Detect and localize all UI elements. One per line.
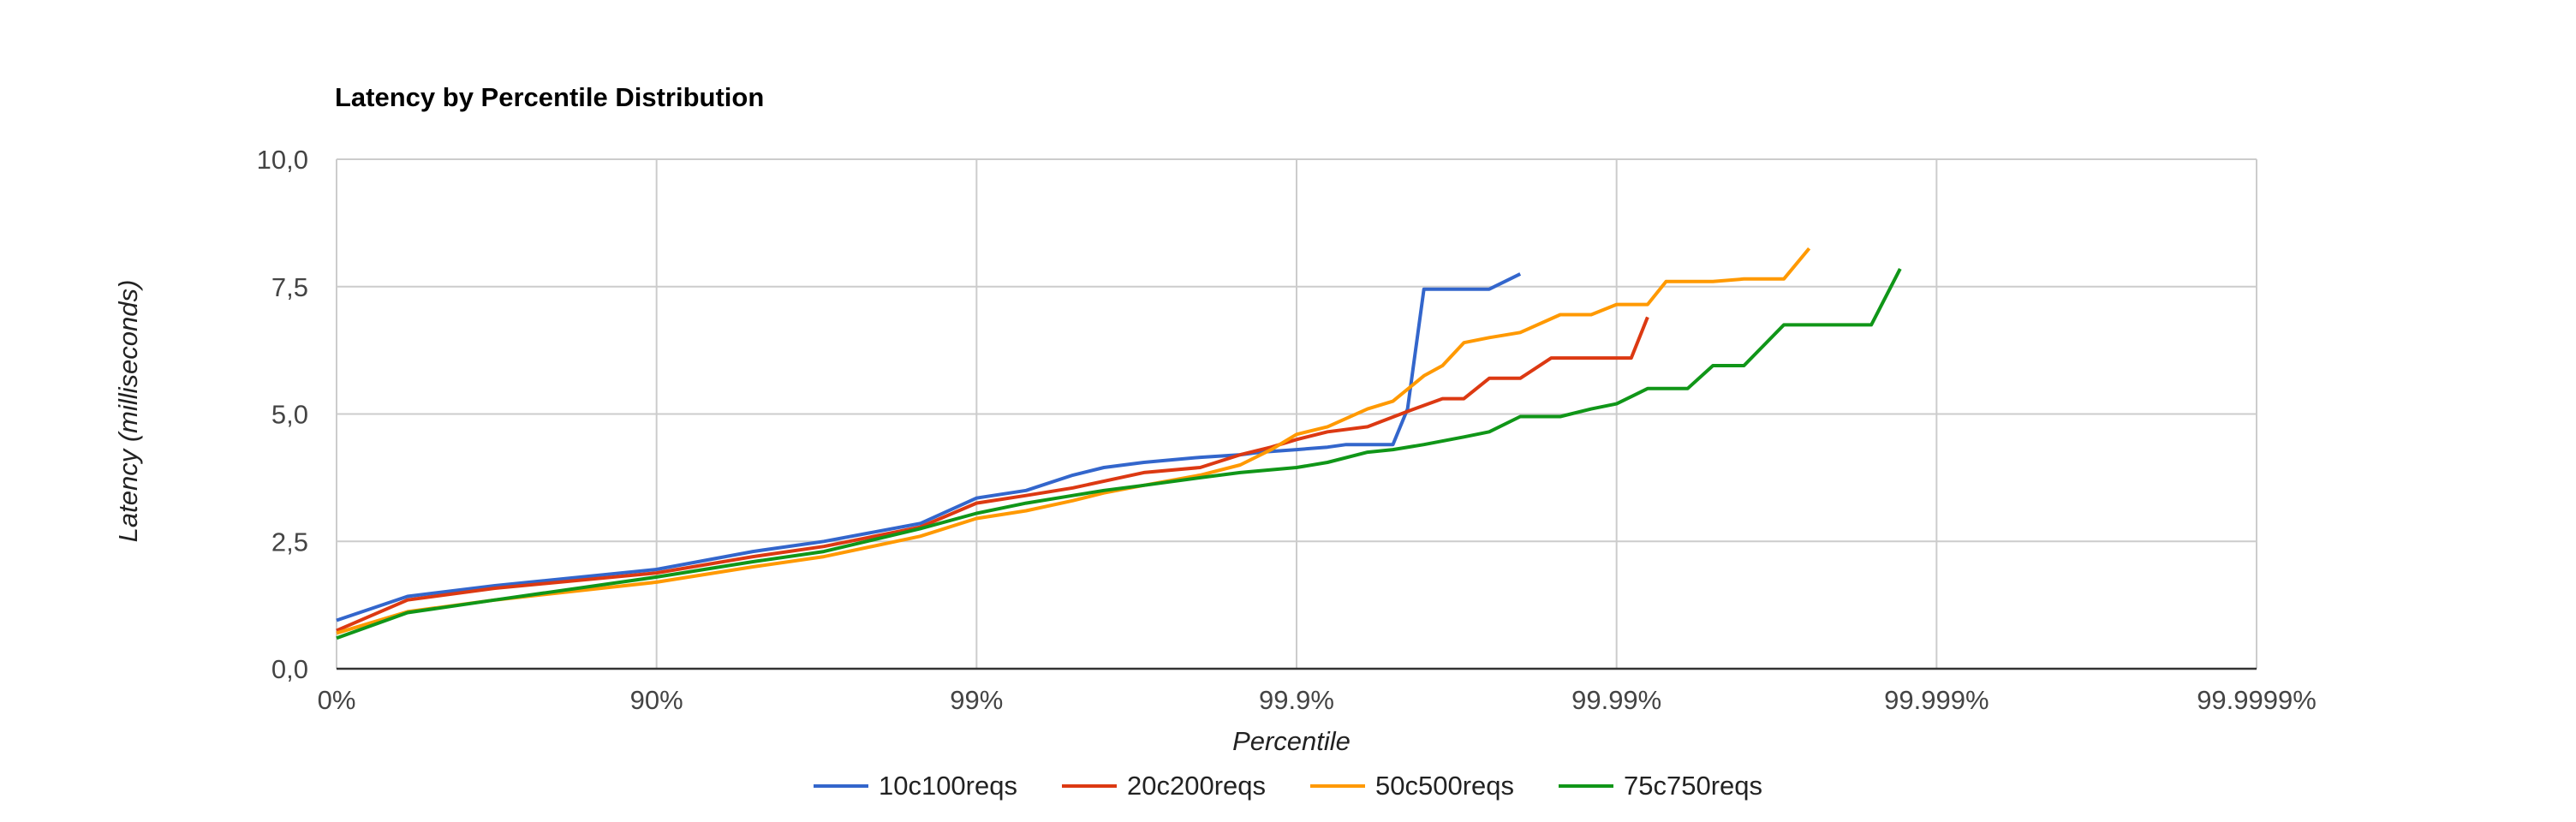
legend-item-50c500reqs: 50c500reqs <box>1310 771 1514 801</box>
x-axis-label: Percentile <box>1232 726 1351 756</box>
y-tick-label: 2,5 <box>271 527 308 557</box>
legend-label: 20c200reqs <box>1126 771 1266 801</box>
y-tick-label: 0,0 <box>271 654 308 684</box>
legend-swatch <box>813 784 868 788</box>
x-tick-label: 99.99% <box>1571 685 1661 715</box>
legend: 10c100reqs 20c200reqs 50c500reqs 75c750reqs <box>0 771 2576 801</box>
legend-item-20c200reqs: 20c200reqs <box>1061 771 1266 801</box>
x-tick-label: 99.9% <box>1259 685 1334 715</box>
series-line-75c750reqs <box>336 267 1902 640</box>
chart-title: Latency by Percentile Distribution <box>335 82 765 112</box>
series-line-10c100reqs <box>336 272 1522 622</box>
legend-swatch <box>1310 784 1365 788</box>
x-tick-label: 99.9999% <box>2197 685 2317 715</box>
series-line-50c500reqs <box>336 247 1811 635</box>
legend-item-75c750reqs: 75c750reqs <box>1559 771 1762 801</box>
y-tick-label: 7,5 <box>271 272 308 302</box>
legend-label: 75c750reqs <box>1624 771 1763 801</box>
x-tick-label: 0% <box>318 685 356 715</box>
x-tick-label: 99% <box>950 685 1003 715</box>
x-tick-label: 99.999% <box>1884 685 1989 715</box>
x-tick-label: 90% <box>630 685 683 715</box>
legend-swatch <box>1559 784 1614 788</box>
legend-label: 50c500reqs <box>1375 771 1515 801</box>
legend-swatch <box>1061 784 1117 788</box>
legend-label: 10c100reqs <box>878 771 1017 801</box>
legend-item-10c100reqs: 10c100reqs <box>813 771 1017 801</box>
y-tick-label: 10,0 <box>257 145 308 175</box>
series-line-20c200reqs <box>336 316 1649 633</box>
y-tick-label: 5,0 <box>271 400 308 430</box>
